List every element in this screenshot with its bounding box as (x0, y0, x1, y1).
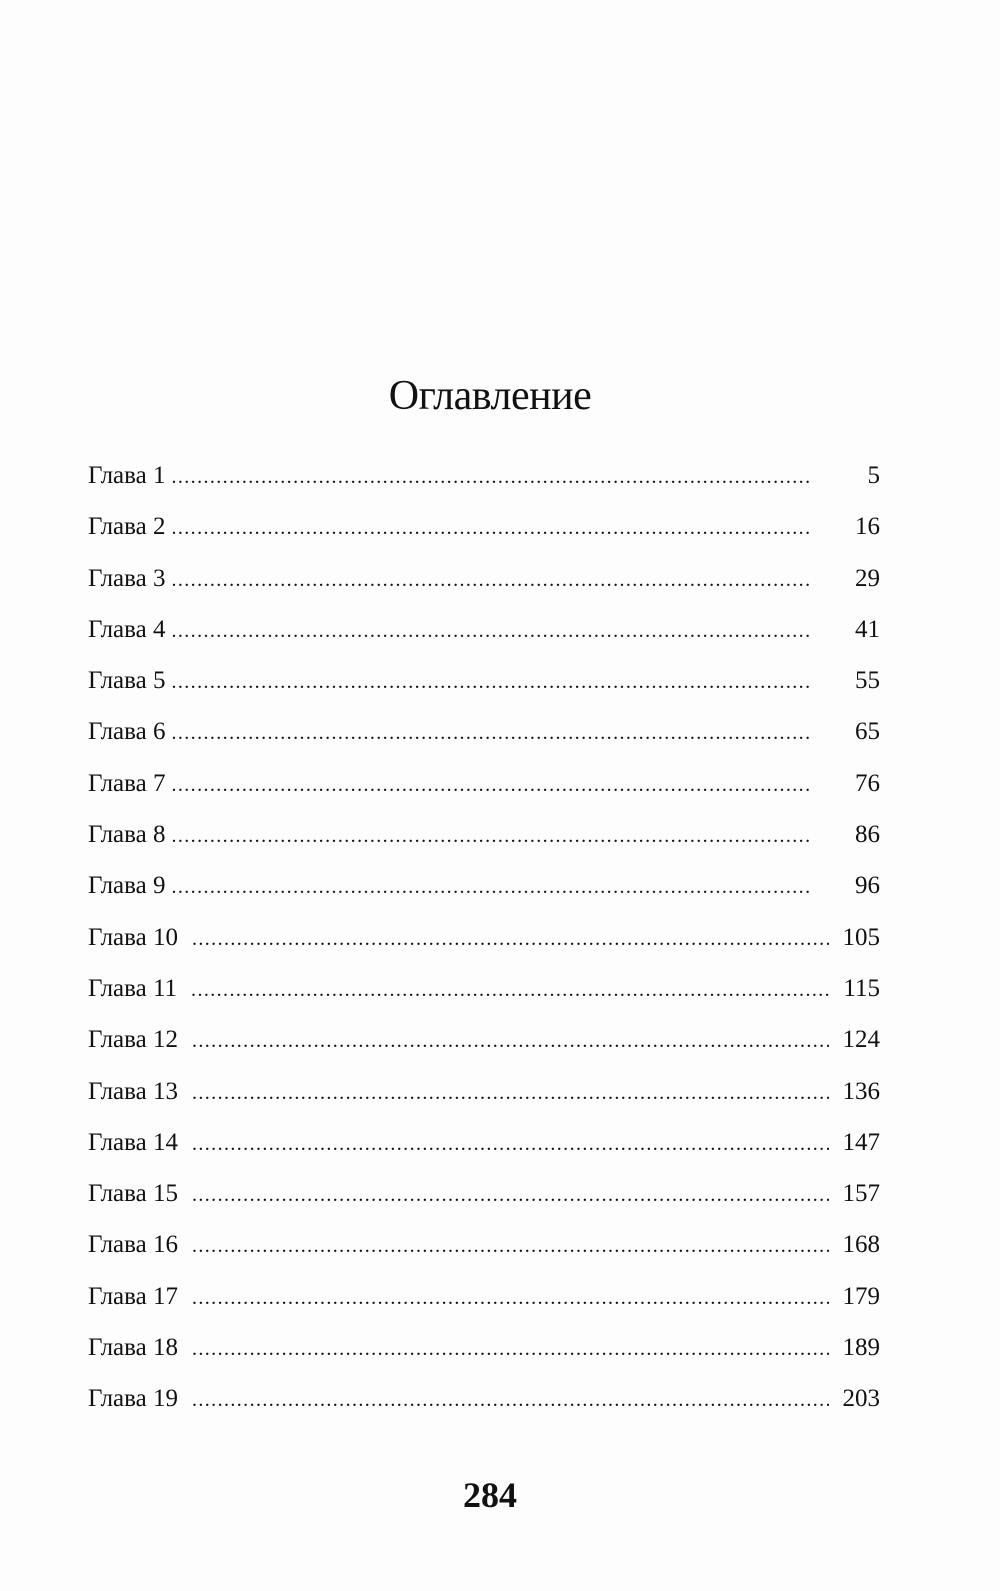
dot-leader (171, 825, 849, 848)
chapter-page: 96 (855, 872, 880, 900)
chapter-label: Глава 14 (88, 1128, 178, 1156)
dot-leader (192, 1184, 829, 1207)
dot-leader (171, 774, 849, 797)
chapter-label: Глава 1 (88, 462, 166, 489)
chapter-page: 157 (842, 1180, 881, 1208)
toc-entry: Глава 14 147 (88, 1129, 880, 1180)
dot-leader (171, 466, 852, 489)
dot-leader (192, 1133, 829, 1156)
toc-entry: Глава 7 76 (88, 770, 880, 821)
chapter-label: Глава 6 (88, 718, 166, 746)
chapter-page: 65 (855, 718, 880, 746)
chapter-label: Глава 2 (88, 513, 166, 541)
dot-leader (192, 1030, 829, 1053)
chapter-page: 189 (842, 1334, 881, 1362)
toc-entry: Глава 6 65 (88, 718, 880, 769)
toc-entry: Глава 10 105 (88, 924, 880, 975)
chapter-page: 179 (842, 1282, 881, 1310)
toc-entry: Глава 15 157 (88, 1180, 880, 1231)
chapter-label: Глава 11 (88, 974, 178, 1002)
toc-entry: Глава 2 16 (88, 513, 880, 564)
chapter-page: 203 (842, 1385, 881, 1413)
chapter-page: 86 (855, 821, 880, 849)
toc-entry: Глава 12 124 (88, 1026, 880, 1077)
toc-entry: Глава 4 41 (88, 616, 880, 667)
dot-leader (192, 1389, 829, 1412)
dot-leader (171, 671, 849, 694)
chapter-page: 55 (855, 667, 880, 695)
chapter-label: Глава 19 (88, 1385, 178, 1413)
chapter-label: Глава 9 (88, 872, 166, 900)
toc-entry: Глава 18 189 (88, 1334, 880, 1385)
chapter-label: Глава 13 (88, 1077, 178, 1105)
chapter-page: 76 (855, 769, 880, 797)
chapter-label: Глава 3 (88, 564, 166, 592)
toc-entry: Глава 16 168 (88, 1231, 880, 1282)
toc-entry: Глава 3 29 (88, 565, 880, 616)
chapter-page: 41 (855, 615, 880, 643)
toc-entry: Глава 13 136 (88, 1078, 880, 1129)
dot-leader (171, 517, 849, 540)
toc-entry: Глава 11 115 (88, 975, 880, 1026)
chapter-page: 105 (842, 923, 881, 951)
toc-entry: Глава 1 5 (88, 462, 880, 513)
chapter-page: 115 (843, 974, 880, 1002)
toc-entry: Глава 8 86 (88, 821, 880, 872)
dot-leader (171, 620, 849, 643)
dot-leader (171, 876, 849, 899)
toc-entry: Глава 19 203 (88, 1385, 880, 1436)
dot-leader (192, 1338, 829, 1361)
chapter-page: 5 (867, 462, 881, 489)
chapter-label: Глава 4 (88, 615, 166, 643)
chapter-label: Глава 16 (88, 1231, 178, 1259)
dot-leader (192, 928, 829, 951)
dot-leader (191, 979, 829, 1002)
chapter-label: Глава 7 (88, 769, 166, 797)
chapter-label: Глава 10 (88, 923, 178, 951)
dot-leader (171, 722, 849, 745)
toc-entry: Глава 9 96 (88, 872, 880, 923)
chapter-page: 16 (855, 513, 880, 541)
chapter-page: 136 (842, 1077, 881, 1105)
chapter-label: Глава 8 (88, 821, 166, 849)
toc-entry: Глава 17 179 (88, 1283, 880, 1334)
dot-leader (192, 1287, 829, 1310)
chapter-page: 168 (842, 1231, 881, 1259)
chapter-page: 29 (855, 564, 880, 592)
chapter-label: Глава 5 (88, 667, 166, 695)
dot-leader (192, 1082, 829, 1105)
chapter-label: Глава 18 (88, 1334, 178, 1362)
chapter-page: 147 (842, 1128, 881, 1156)
chapter-label: Глава 15 (88, 1180, 178, 1208)
dot-leader (171, 569, 849, 592)
dot-leader (192, 1235, 829, 1258)
toc-title: Оглавление (388, 373, 592, 419)
chapter-label: Глава 12 (88, 1026, 178, 1054)
page-number: 284 (463, 1475, 517, 1515)
toc-entry: Глава 5 55 (88, 667, 880, 718)
chapter-label: Глава 17 (88, 1282, 178, 1310)
chapter-page: 124 (842, 1026, 881, 1054)
